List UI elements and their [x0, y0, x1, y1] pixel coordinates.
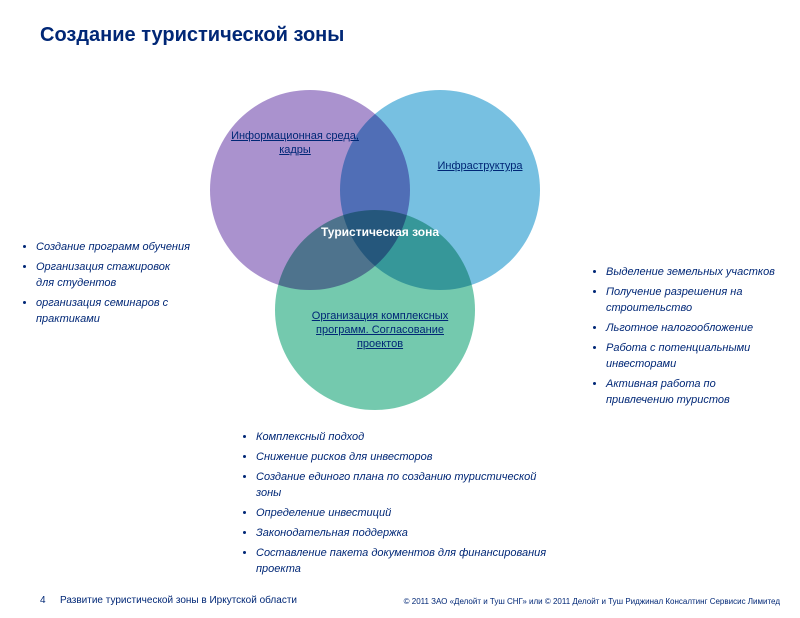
list-item: Организация стажировок для студентов [36, 260, 190, 292]
list-item: Получение разрешения на строительство [606, 285, 780, 317]
list-item: Законодательная поддержка [256, 526, 560, 542]
list-item: Составление пакета документов для финанс… [256, 546, 560, 578]
venn-label-org: Организация комплексных программ. Соглас… [295, 310, 465, 351]
list-item: Определение инвестиций [256, 506, 560, 522]
venn-label-info: Информационная среда, кадры [230, 130, 360, 158]
list-item: Активная работа по привлечению туристов [606, 377, 780, 409]
page-number: 4 [40, 595, 46, 606]
venn-label-infra: Инфраструктура [420, 160, 540, 174]
left-bullets: Создание программ обучения Организация с… [20, 240, 190, 332]
page-title: Создание туристической зоны [40, 24, 344, 47]
left-bullets-list: Создание программ обучения Организация с… [20, 240, 190, 328]
footer: 4 Развитие туристической зоны в Иркутско… [0, 586, 800, 606]
list-item: Создание единого плана по созданию турис… [256, 470, 560, 502]
list-item: Создание программ обучения [36, 240, 190, 256]
footer-title: Развитие туристической зоны в Иркутской … [60, 595, 297, 606]
list-item: организация семинаров с практиками [36, 296, 190, 328]
list-item: Выделение земельных участков [606, 265, 780, 281]
list-item: Снижение рисков для инвесторов [256, 450, 560, 466]
footer-copyright: © 2011 ЗАО «Делойт и Туш СНГ» или © 2011… [404, 597, 780, 606]
venn-center-label: Туристическая зона [320, 225, 440, 239]
right-bullets: Выделение земельных участков Получение р… [590, 265, 780, 413]
list-item: Комплексный подход [256, 430, 560, 446]
slide: Создание туристической зоны Информационн… [0, 0, 800, 618]
bottom-bullets: Комплексный подход Снижение рисков для и… [240, 430, 560, 582]
list-item: Работа с потенциальными инвесторами [606, 341, 780, 373]
bottom-bullets-list: Комплексный подход Снижение рисков для и… [240, 430, 560, 578]
right-bullets-list: Выделение земельных участков Получение р… [590, 265, 780, 409]
list-item: Льготное налогообложение [606, 321, 780, 337]
